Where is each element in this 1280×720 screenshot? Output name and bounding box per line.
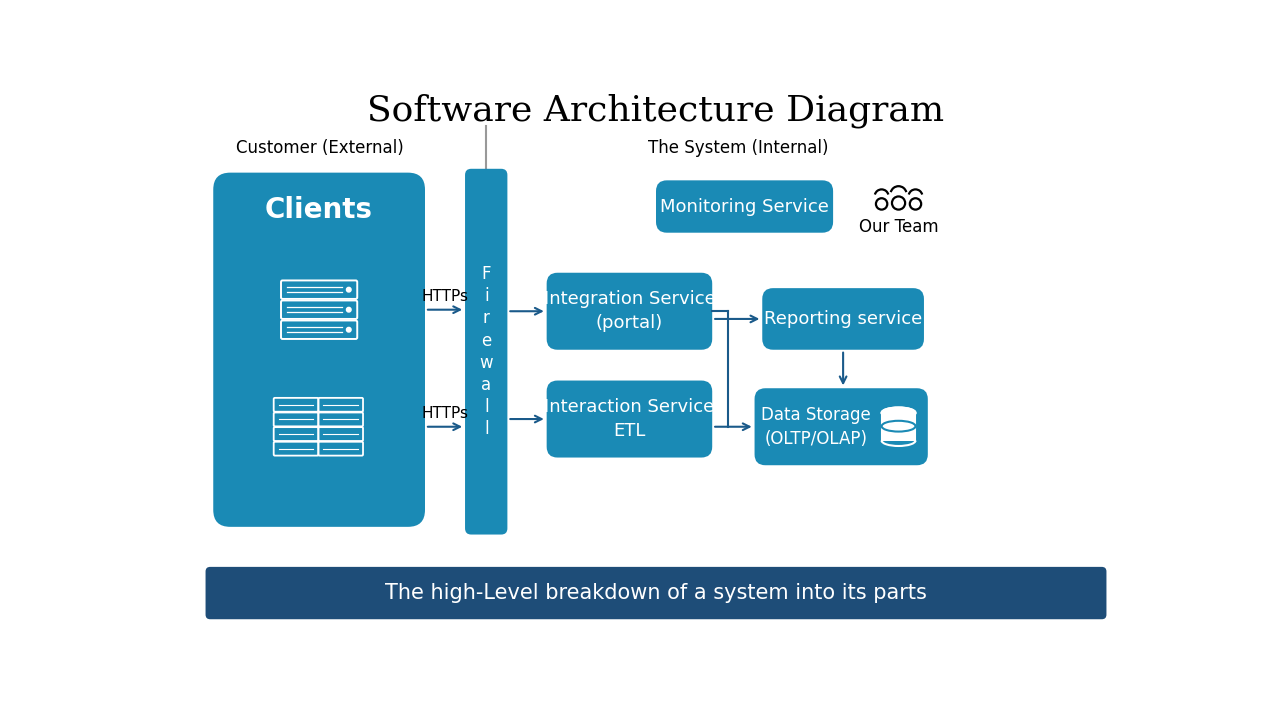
FancyBboxPatch shape: [547, 381, 712, 457]
FancyBboxPatch shape: [755, 388, 928, 465]
Text: Clients: Clients: [265, 196, 374, 224]
Ellipse shape: [882, 408, 915, 418]
FancyBboxPatch shape: [214, 173, 425, 527]
Text: Data Storage
(OLTP/OLAP): Data Storage (OLTP/OLAP): [762, 406, 870, 448]
Text: The System (Internal): The System (Internal): [648, 139, 829, 157]
FancyBboxPatch shape: [206, 567, 1106, 619]
Text: Reporting service: Reporting service: [764, 310, 922, 328]
Polygon shape: [882, 413, 915, 441]
Text: Customer (External): Customer (External): [237, 139, 404, 157]
Text: Interaction Service
ETL: Interaction Service ETL: [544, 398, 714, 440]
Text: The high-Level breakdown of a system into its parts: The high-Level breakdown of a system int…: [385, 583, 927, 603]
Text: HTTPs: HTTPs: [421, 289, 468, 304]
Text: F
i
r
e
w
a
l
l: F i r e w a l l: [480, 265, 493, 438]
Circle shape: [347, 328, 351, 332]
Text: Software Architecture Diagram: Software Architecture Diagram: [367, 94, 945, 128]
Text: Our Team: Our Team: [859, 218, 938, 236]
Text: Monitoring Service: Monitoring Service: [660, 197, 829, 215]
FancyBboxPatch shape: [657, 180, 833, 233]
Text: HTTPs: HTTPs: [421, 405, 468, 420]
FancyBboxPatch shape: [547, 273, 712, 350]
FancyBboxPatch shape: [763, 288, 924, 350]
Circle shape: [347, 307, 351, 312]
Text: Integration Service
(portal): Integration Service (portal): [544, 290, 716, 332]
Circle shape: [347, 287, 351, 292]
FancyBboxPatch shape: [465, 168, 507, 534]
